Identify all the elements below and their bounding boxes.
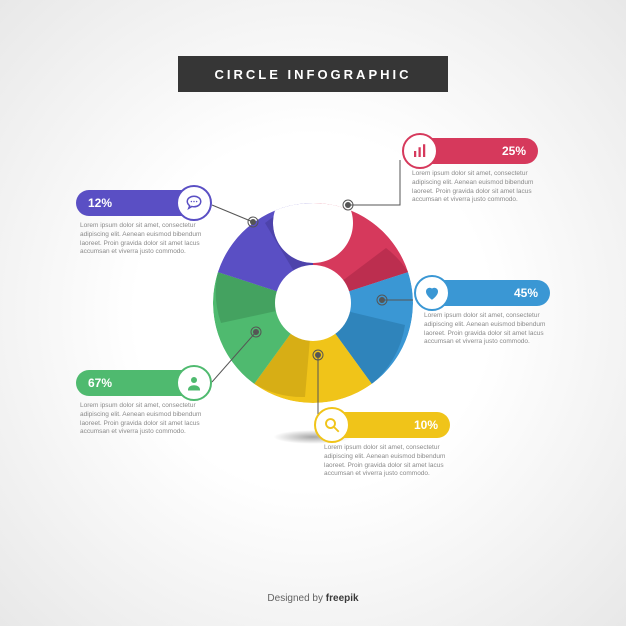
pill-blue: 45% <box>420 280 550 306</box>
callout-purple: 12% Lorem ipsum dolor sit amet, consecte… <box>76 190 206 257</box>
pill-green: 67% <box>76 370 206 396</box>
callout-yellow: 10% Lorem ipsum dolor sit amet, consecte… <box>320 412 450 479</box>
value-yellow: 10% <box>414 418 438 432</box>
pill-yellow: 10% <box>320 412 450 438</box>
title-text: CIRCLE INFOGRAPHIC <box>215 67 412 82</box>
value-green: 67% <box>88 376 112 390</box>
lorem-yellow: Lorem ipsum dolor sit amet, consectetur … <box>320 444 450 479</box>
callout-blue: 45% Lorem ipsum dolor sit amet, consecte… <box>420 280 550 347</box>
infographic-stage: CIRCLE INFOGRAPHIC <box>0 0 626 626</box>
bars-icon <box>402 133 438 169</box>
credit-line: Designed by freepik <box>0 593 626 604</box>
callout-crimson: 25% Lorem ipsum dolor sit amet, consecte… <box>408 138 538 205</box>
user-icon <box>176 365 212 401</box>
credit-prefix: Designed by <box>267 593 325 604</box>
donut-chart <box>213 203 413 403</box>
value-crimson: 25% <box>502 144 526 158</box>
value-purple: 12% <box>88 196 112 210</box>
value-blue: 45% <box>514 286 538 300</box>
pill-purple: 12% <box>76 190 206 216</box>
callout-green: 67% Lorem ipsum dolor sit amet, consecte… <box>76 370 206 437</box>
pill-crimson: 25% <box>408 138 538 164</box>
lorem-crimson: Lorem ipsum dolor sit amet, consectetur … <box>408 170 538 205</box>
lorem-purple: Lorem ipsum dolor sit amet, consectetur … <box>76 222 206 257</box>
search-icon <box>314 407 350 443</box>
lorem-green: Lorem ipsum dolor sit amet, consectetur … <box>76 402 206 437</box>
lorem-blue: Lorem ipsum dolor sit amet, consectetur … <box>420 312 550 347</box>
chat-icon <box>176 185 212 221</box>
heart-icon <box>414 275 450 311</box>
title-bar: CIRCLE INFOGRAPHIC <box>178 56 448 92</box>
credit-brand: freepik <box>326 593 359 604</box>
